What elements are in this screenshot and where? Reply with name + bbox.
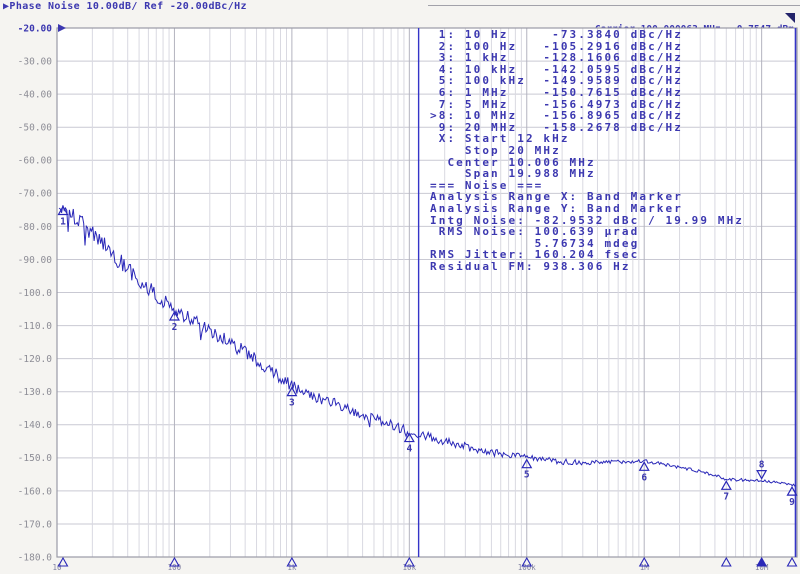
marker-panel-line: 6: 1 MHz -150.7615 dBc/Hz xyxy=(430,85,683,99)
marker-number: 6 xyxy=(641,472,647,483)
x-axis-label: 10k xyxy=(403,563,417,572)
y-axis-label: -30.00 xyxy=(18,56,53,67)
marker-triangle-icon xyxy=(720,480,732,490)
marker-axis-triangle-icon[interactable] xyxy=(786,556,798,567)
marker-triangle-icon xyxy=(786,485,798,496)
marker-8[interactable]: 8 xyxy=(756,460,768,480)
marker-6[interactable]: 6 xyxy=(638,461,650,483)
y-axis-label: -50.00 xyxy=(18,123,53,134)
y-axis-label: -130.0 xyxy=(18,387,53,398)
marker-triangle-icon xyxy=(403,432,415,443)
marker-axis-triangle-icon[interactable] xyxy=(57,556,69,567)
marker-2[interactable]: 2 xyxy=(168,310,180,333)
y-axis-label: -120.0 xyxy=(18,354,53,365)
marker-axis-triangle-icon[interactable] xyxy=(286,556,298,567)
marker-axis-triangle-icon[interactable] xyxy=(403,556,415,567)
y-axis-label: -60.00 xyxy=(18,156,53,167)
trace-header[interactable]: ▶Phase Noise 10.00dB/ Ref -20.00dBc/Hz xyxy=(3,1,247,12)
grid xyxy=(57,28,797,557)
y-axis-label: -140.0 xyxy=(18,420,53,431)
marker-panel-line: === Noise === xyxy=(430,178,544,192)
marker-number: 5 xyxy=(524,470,530,481)
marker-triangle-icon xyxy=(756,470,768,480)
marker-panel-line: Span 19.988 MHz xyxy=(430,167,596,181)
marker-axis-triangle-icon[interactable] xyxy=(638,556,650,567)
y-axis-label: -80.00 xyxy=(18,222,53,233)
marker-axis-triangle-icon[interactable] xyxy=(756,556,768,567)
marker-axis-triangle-icon[interactable] xyxy=(521,556,533,567)
marker-triangle-icon xyxy=(168,310,180,321)
top-divider xyxy=(428,5,800,6)
y-axis-label: -160.0 xyxy=(18,486,53,497)
marker-9[interactable]: 9 xyxy=(786,485,798,508)
marker-3[interactable]: 3 xyxy=(286,386,298,409)
corner-marker-icon xyxy=(785,13,795,23)
marker-panel-line: Center 10.006 MHz xyxy=(430,155,596,169)
marker-panel-line: Intg Noise: -82.9532 dBc / 19.99 MHz xyxy=(430,213,745,227)
marker-panel-line: 7: 5 MHz -156.4973 dBc/Hz xyxy=(430,97,683,111)
marker-panel-line: 4: 10 kHz -142.0595 dBc/Hz xyxy=(430,62,683,76)
marker-triangle-icon xyxy=(286,386,298,397)
y-axis-label: -170.0 xyxy=(18,519,53,530)
marker-panel-line: 5.76734 mdeg xyxy=(430,236,640,250)
x-axis-label: 100k xyxy=(518,563,537,572)
marker-axis-triangle-icon[interactable] xyxy=(169,556,180,567)
marker-number: 9 xyxy=(789,497,795,508)
marker-5[interactable]: 5 xyxy=(521,458,533,481)
marker-number: 8 xyxy=(759,460,765,471)
marker-number: 1 xyxy=(60,217,66,228)
y-axis-label: -90.00 xyxy=(18,255,53,266)
marker-panel-line: 1: 10 Hz -73.3840 dBc/Hz xyxy=(430,28,683,41)
marker-4[interactable]: 4 xyxy=(403,432,415,455)
marker-panel-line: 3: 1 kHz -128.1606 dBc/Hz xyxy=(430,51,683,65)
y-axis-label: -150.0 xyxy=(18,453,53,464)
marker-triangle-icon xyxy=(638,461,650,471)
marker-1[interactable]: 1 xyxy=(57,205,69,228)
marker-panel-line: Residual FM: 938.306 Hz xyxy=(430,259,631,273)
x-axis-labels: 10 100 1k 10k 100k 1M 10M xyxy=(52,563,768,572)
marker-triangle-icon xyxy=(57,205,69,216)
marker-number: 3 xyxy=(289,398,295,409)
marker-number: 4 xyxy=(406,444,412,455)
phase-noise-trace[interactable] xyxy=(58,205,797,487)
marker-panel-line: RMS Jitter: 160.204 fsec xyxy=(430,248,640,262)
y-axis-label: -40.00 xyxy=(18,90,53,101)
y-axis-label: -100.0 xyxy=(18,288,53,299)
marker-panel-line: Analysis Range Y: Band Marker xyxy=(430,201,683,215)
marker-info-panel: 1: 10 Hz -73.3840 dBc/Hz 2: 100 Hz -105.… xyxy=(430,29,744,272)
y-axis-labels: -20.00 -30.00 -40.00 -50.00 -60.00 -70.00 -80.… xyxy=(18,23,53,563)
marker-panel-line: X: Start 12 kHz xyxy=(430,132,570,146)
x-axis-label: 10 xyxy=(52,563,62,572)
marker-panel-line: 9: 20 MHz -158.2678 dBc/Hz xyxy=(430,120,683,134)
ref-level-arrow-icon xyxy=(58,24,66,32)
x-axis-label: 10M xyxy=(755,563,769,572)
x-axis-label: 1M xyxy=(640,563,650,572)
marker-triangle-icon xyxy=(521,458,533,469)
marker-panel-line: Stop 20 MHz xyxy=(430,143,561,157)
plot-border xyxy=(56,27,798,558)
marker-number: 7 xyxy=(723,491,729,502)
marker-axis-triangle-icon[interactable] xyxy=(720,556,732,567)
y-axis-label: -70.00 xyxy=(18,189,53,200)
marker-panel-line: Analysis Range X: Band Marker xyxy=(430,190,683,204)
y-axis-label: -20.00 xyxy=(18,23,53,34)
x-axis-label: 100 xyxy=(168,563,182,572)
marker-panel-line: 2: 100 Hz -105.2916 dBc/Hz xyxy=(430,39,683,53)
marker-panel-line: >8: 10 MHz -156.8965 dBc/Hz xyxy=(430,109,683,123)
marker-number: 2 xyxy=(172,322,178,333)
marker-panel-line: RMS Noise: 100.639 μrad xyxy=(430,225,640,239)
marker-7[interactable]: 7 xyxy=(720,480,732,502)
marker-panel-line: 5: 100 kHz -149.9589 dBc/Hz xyxy=(430,74,683,88)
y-axis-label: -180.0 xyxy=(18,552,53,563)
x-axis-label: 1k xyxy=(287,563,297,572)
y-axis-label: -110.0 xyxy=(18,321,53,332)
